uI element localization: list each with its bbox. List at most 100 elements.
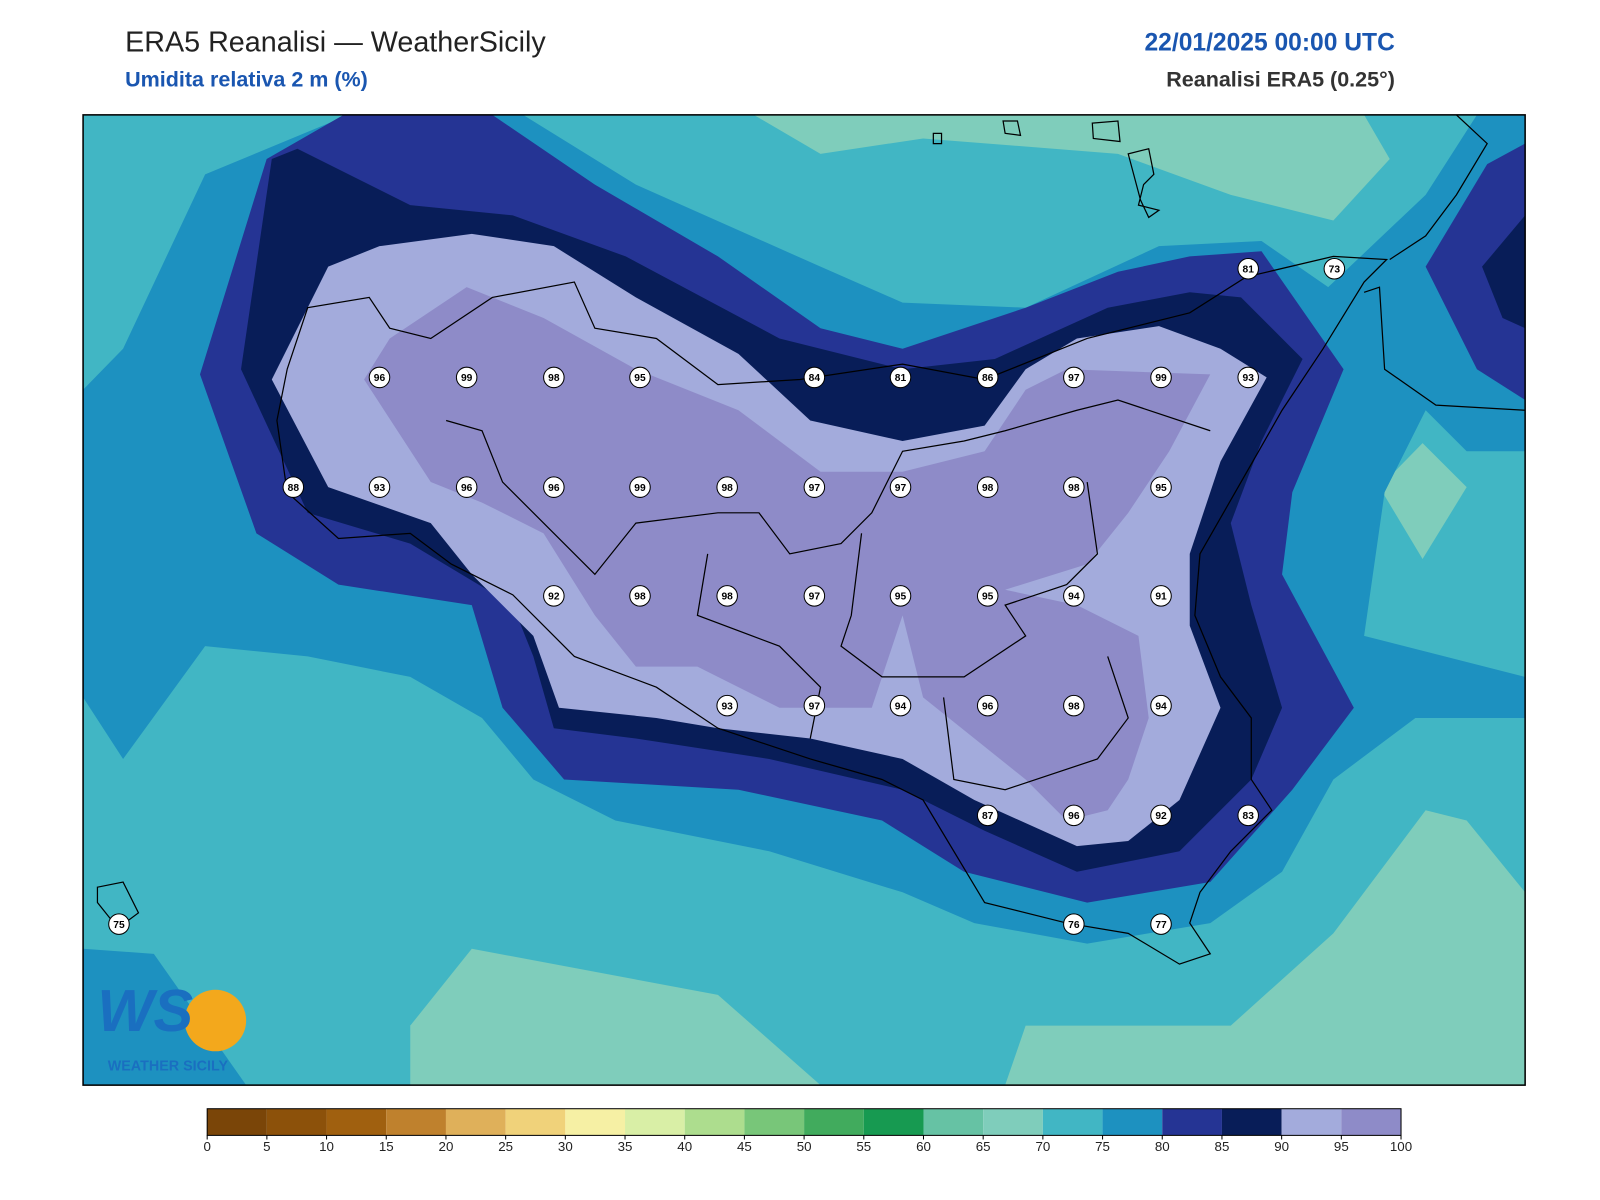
station-value: 93 bbox=[1243, 373, 1255, 384]
station-value: 96 bbox=[461, 483, 473, 494]
colorbar-tick-label: 95 bbox=[1334, 1139, 1349, 1154]
contour bbox=[1482, 215, 1526, 329]
station-value: 96 bbox=[374, 373, 386, 384]
colorbar-tick-label: 5 bbox=[263, 1139, 270, 1154]
logo-sun bbox=[184, 989, 247, 1052]
colorbar-segment bbox=[625, 1108, 685, 1136]
station-value: 98 bbox=[1068, 483, 1080, 494]
colorbar-segment bbox=[1341, 1108, 1402, 1136]
subtitle: Umidita relativa 2 m (%) bbox=[125, 68, 368, 92]
station-marker bbox=[1150, 366, 1172, 389]
colorbar-tick-label: 80 bbox=[1155, 1139, 1170, 1154]
station-marker bbox=[716, 476, 738, 498]
station-value: 97 bbox=[809, 701, 821, 712]
station-value: 88 bbox=[288, 483, 300, 494]
logo-mark: WS bbox=[97, 977, 193, 1044]
map-frame bbox=[82, 114, 1526, 1086]
station-value: 96 bbox=[548, 483, 560, 494]
colorbar-tick-label: 45 bbox=[737, 1139, 752, 1154]
station-marker bbox=[1150, 804, 1172, 827]
station-value: 98 bbox=[721, 592, 733, 603]
colorbar-tick-label: 20 bbox=[439, 1139, 454, 1154]
station-marker bbox=[629, 366, 651, 389]
station-marker bbox=[803, 585, 826, 607]
contour bbox=[364, 287, 1211, 821]
station-value: 98 bbox=[1068, 701, 1080, 712]
station-value: 97 bbox=[809, 592, 821, 603]
colorbar-segment bbox=[1221, 1108, 1282, 1136]
colorbar-tick-label: 90 bbox=[1274, 1139, 1289, 1154]
station-marker bbox=[803, 476, 826, 498]
station-value: 99 bbox=[1155, 373, 1167, 384]
colorbar-segment bbox=[207, 1108, 267, 1136]
colorbar-segment bbox=[863, 1108, 924, 1136]
station-marker bbox=[976, 366, 999, 389]
colorbar-tick-label: 25 bbox=[498, 1139, 513, 1154]
station-value: 98 bbox=[548, 373, 560, 384]
station-value: 95 bbox=[634, 373, 646, 384]
colorbar-segment bbox=[684, 1108, 745, 1136]
contour bbox=[410, 948, 821, 1086]
colorbar-tick-label: 35 bbox=[618, 1139, 633, 1154]
station-marker bbox=[1063, 913, 1085, 935]
station-marker bbox=[889, 476, 912, 498]
station-marker bbox=[976, 476, 999, 498]
coastline bbox=[96, 114, 1526, 965]
station-marker bbox=[889, 694, 912, 717]
contour bbox=[1379, 443, 1467, 559]
station-marker bbox=[1150, 476, 1172, 498]
colorbar-tick-label: 40 bbox=[677, 1139, 692, 1154]
station-value: 96 bbox=[1068, 811, 1080, 822]
station-marker bbox=[716, 585, 738, 607]
station-value: 77 bbox=[1155, 920, 1167, 931]
station-marker bbox=[1063, 585, 1085, 607]
station-value: 86 bbox=[982, 373, 994, 384]
station-marker bbox=[803, 694, 826, 717]
station-marker bbox=[1150, 694, 1172, 717]
station-marker bbox=[889, 585, 912, 607]
station-value: 75 bbox=[113, 920, 125, 931]
colorbar-segment bbox=[1281, 1108, 1342, 1136]
station-marker bbox=[1237, 366, 1259, 389]
station-value: 99 bbox=[634, 483, 646, 494]
colorbar-segment bbox=[983, 1108, 1043, 1136]
colorbar-segment bbox=[1162, 1108, 1222, 1136]
station-value: 95 bbox=[982, 592, 994, 603]
colorbar-tick-label: 0 bbox=[203, 1139, 210, 1154]
station-marker bbox=[108, 913, 130, 935]
colorbar-segment bbox=[804, 1108, 864, 1136]
station-value: 94 bbox=[895, 701, 907, 712]
station-marker bbox=[629, 476, 651, 498]
contour bbox=[83, 948, 247, 1086]
station-marker bbox=[543, 585, 565, 607]
contour bbox=[753, 114, 1390, 221]
station-marker bbox=[976, 694, 999, 717]
colorbar-segment bbox=[744, 1108, 805, 1136]
station-marker bbox=[368, 476, 391, 498]
colorbar-tick-label: 10 bbox=[319, 1139, 334, 1154]
station-value: 94 bbox=[1068, 592, 1080, 603]
station-marker bbox=[889, 366, 912, 389]
station-marker bbox=[1150, 913, 1172, 935]
datetime: 22/01/2025 00:00 UTC bbox=[1144, 30, 1395, 57]
station-marker bbox=[455, 476, 478, 498]
colorbar-tick-label: 65 bbox=[976, 1139, 991, 1154]
station-value: 73 bbox=[1329, 264, 1341, 275]
title: ERA5 Reanalisi — WeatherSicily bbox=[125, 27, 546, 59]
station-value: 97 bbox=[1068, 373, 1080, 384]
station-value: 99 bbox=[461, 373, 473, 384]
colorbar-segment bbox=[565, 1108, 626, 1136]
station-marker bbox=[455, 366, 478, 389]
colorbar-segment bbox=[326, 1108, 387, 1136]
station-value: 96 bbox=[982, 701, 994, 712]
station-marker bbox=[1063, 804, 1085, 827]
stations: 81 73 96 99 98 95 84 81 86 97 99 93 88 93 96 96 99 98 97 97… bbox=[108, 257, 1346, 935]
colorbar-tick-label: 70 bbox=[1035, 1139, 1050, 1154]
station-marker bbox=[543, 366, 565, 389]
station-marker bbox=[1237, 257, 1259, 280]
station-value: 92 bbox=[548, 592, 560, 603]
contour bbox=[1005, 810, 1526, 1086]
colorbar-segment bbox=[386, 1108, 446, 1136]
colorbar-tick-label: 60 bbox=[916, 1139, 931, 1154]
